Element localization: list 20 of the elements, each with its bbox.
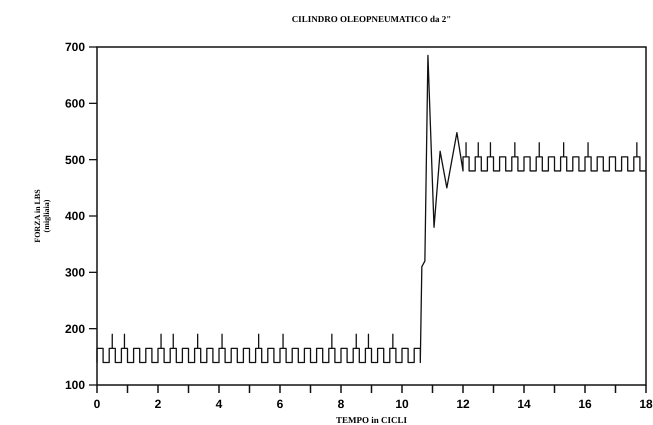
chart-title: CILINDRO OLEOPNEUMATICO da 2" <box>292 14 452 24</box>
y-tick-label: 400 <box>64 209 86 224</box>
y-tick-label: 100 <box>64 378 86 392</box>
y-tick-label: 300 <box>64 266 86 280</box>
x-axis-title: TEMPO in CICLI <box>336 415 408 425</box>
x-tick-label: 2 <box>154 397 162 411</box>
x-tick-label: 10 <box>395 397 409 411</box>
x-tick-label: 0 <box>94 397 101 411</box>
y-tick-label: 500 <box>64 152 86 167</box>
x-tick-label: 8 <box>338 397 345 411</box>
x-tick-label: 6 <box>276 397 284 411</box>
y-tick-label: 200 <box>64 322 86 336</box>
y-tick-label: 700 <box>64 40 86 54</box>
x-tick-label: 14 <box>517 397 531 411</box>
x-tick-label: 12 <box>456 397 470 411</box>
y-axis-title: FORZA in LBS (migliaia) <box>33 188 51 243</box>
x-tick-label: 16 <box>578 397 592 411</box>
x-tick-label: 18 <box>639 397 653 411</box>
y-tick-label: 600 <box>64 96 86 111</box>
x-tick-label: 4 <box>216 397 223 411</box>
